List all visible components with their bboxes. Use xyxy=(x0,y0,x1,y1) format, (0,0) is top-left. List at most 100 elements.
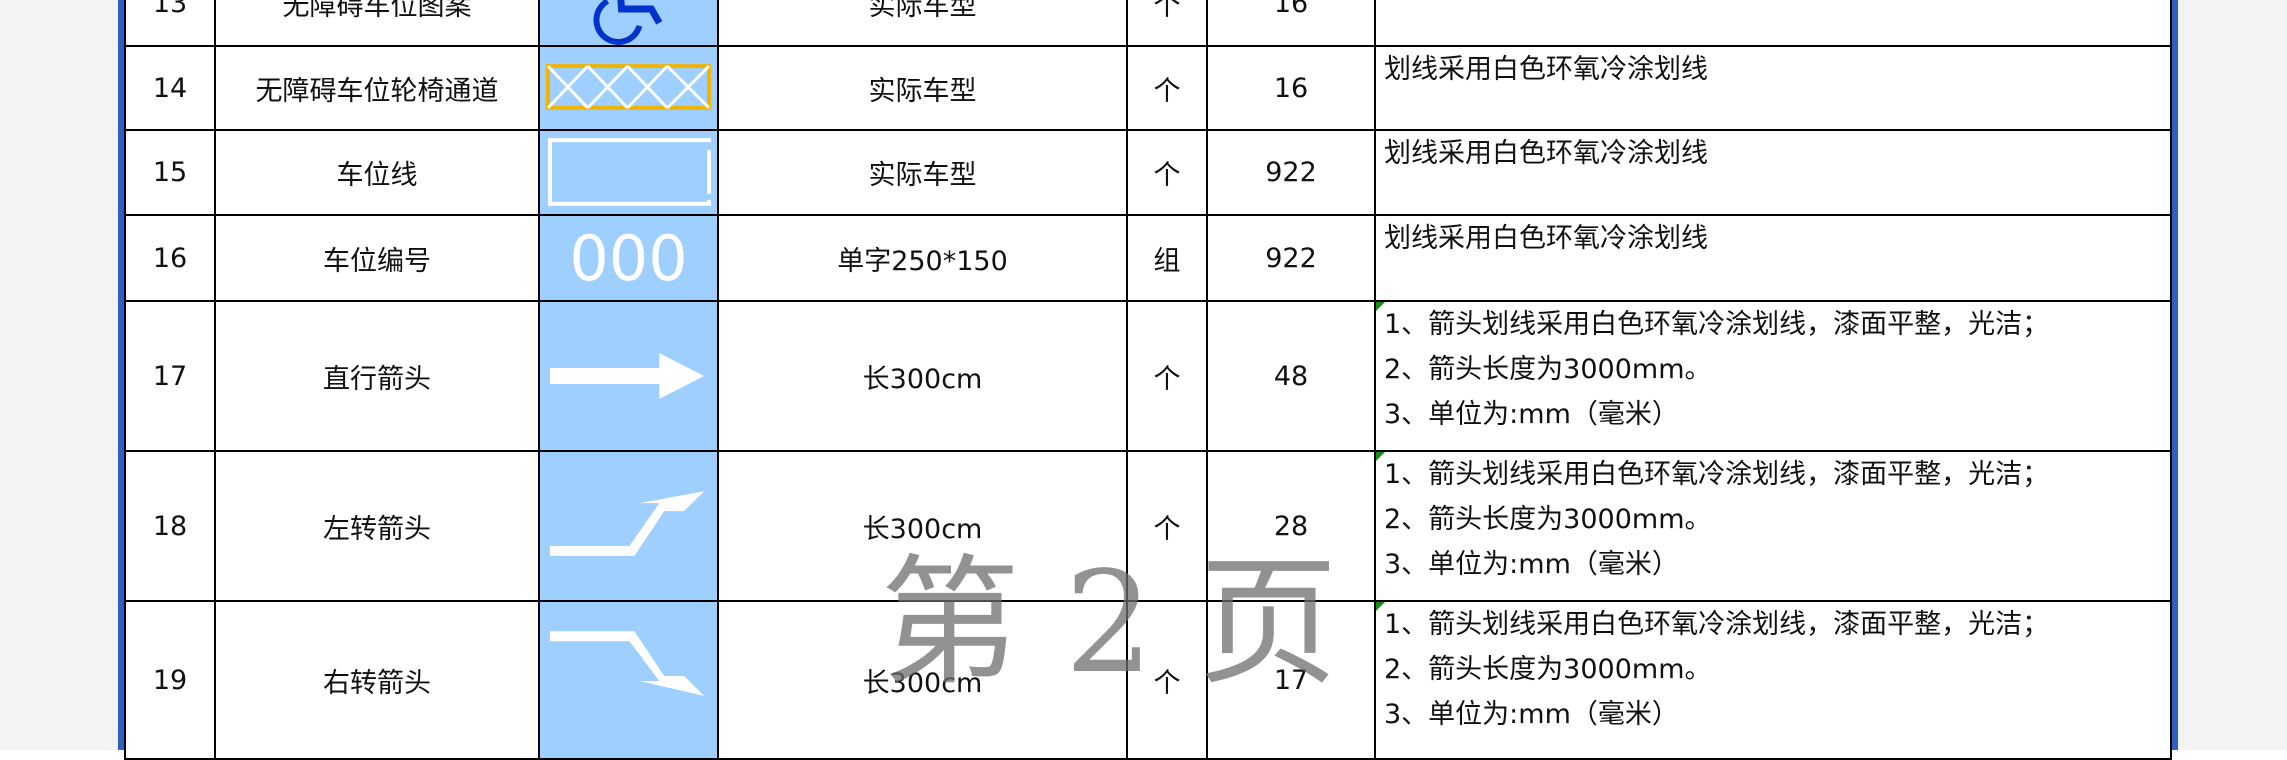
item-image-cell xyxy=(540,0,719,47)
remark-cell: 1、箭头划线采用白色环氧冷涂划线，漆面平整，光洁； 2、箭头长度为3000mm。 3… xyxy=(1376,452,2172,602)
unit: 组 xyxy=(1153,245,1181,277)
item-image-cell xyxy=(540,602,719,760)
unit: 个 xyxy=(1153,75,1181,107)
unit: 个 xyxy=(1153,0,1181,22)
quantity-cell: 17 xyxy=(1208,602,1376,760)
spec-cell: 实际车型 xyxy=(719,131,1128,216)
item-name: 车位线 xyxy=(336,160,418,191)
quantity-cell: 922 xyxy=(1208,216,1376,302)
quantity: 28 xyxy=(1273,510,1309,542)
sheet-margin xyxy=(2178,0,2287,750)
row-number: 13 xyxy=(152,0,188,19)
icon xyxy=(545,64,712,110)
row-number: 16 xyxy=(152,242,188,274)
page-border-right xyxy=(2172,0,2178,750)
spec: 长300cm xyxy=(862,667,983,699)
remark-line: 1、箭头划线采用白色环氧冷涂划线，漆面平整，光洁； xyxy=(1384,309,2050,340)
remark-cell: 划线采用白色环氧冷涂划线 xyxy=(1376,0,2172,47)
quantity: 922 xyxy=(1265,157,1317,188)
remark-line: 3、单位为:mm（毫米） xyxy=(1384,399,1679,430)
remark-cell: 划线采用白色环氧冷涂划线 xyxy=(1376,47,2172,131)
unit-cell: 个 xyxy=(1128,302,1208,452)
row-number-cell: 15 xyxy=(124,131,216,216)
row-number: 14 xyxy=(152,72,188,104)
item-image-cell: 000 xyxy=(540,216,719,302)
spec-cell: 长300cm xyxy=(719,602,1128,760)
unit-cell: 个 xyxy=(1128,0,1208,47)
unit: 个 xyxy=(1153,667,1181,699)
remark-line: 划线采用白色环氧冷涂划线 xyxy=(1384,54,1708,85)
quantity-cell: 16 xyxy=(1208,0,1376,47)
icon xyxy=(593,0,663,45)
page-border-left xyxy=(118,0,124,750)
quantity-cell: 48 xyxy=(1208,302,1376,452)
remark-line: 3、单位为:mm（毫米） xyxy=(1384,699,1679,730)
item-name-cell: 直行箭头 xyxy=(216,302,540,452)
icon xyxy=(549,491,705,556)
remark-line: 划线采用白色环氧冷涂划线 xyxy=(1384,138,1708,169)
remark-line: 2、箭头长度为3000mm。 xyxy=(1384,654,1712,685)
icon xyxy=(549,631,705,696)
unit-cell: 个 xyxy=(1128,131,1208,216)
sheet-margin xyxy=(0,0,118,750)
item-name-cell: 右转箭头 xyxy=(216,602,540,760)
quantity: 17 xyxy=(1273,664,1309,696)
unit-cell: 组 xyxy=(1128,216,1208,302)
quantity-cell: 28 xyxy=(1208,452,1376,602)
comment-marker xyxy=(1376,602,1385,611)
icon xyxy=(549,353,705,399)
spec-cell: 实际车型 xyxy=(719,47,1128,131)
remark-line: 3、单位为:mm（毫米） xyxy=(1384,549,1679,580)
item-name-cell: 车位编号 xyxy=(216,216,540,302)
unit: 个 xyxy=(1153,513,1181,545)
item-name: 直行箭头 xyxy=(323,363,431,395)
remark-line: 1、箭头划线采用白色环氧冷涂划线，漆面平整，光洁； xyxy=(1384,609,2050,640)
item-name-cell: 无障碍车位图案 xyxy=(216,0,540,47)
row-number: 17 xyxy=(152,360,188,392)
row-number-cell: 13 xyxy=(124,0,216,47)
quantity: 16 xyxy=(1273,72,1309,104)
quantity: 16 xyxy=(1273,0,1309,19)
remark-cell: 1、箭头划线采用白色环氧冷涂划线，漆面平整，光洁； 2、箭头长度为3000mm。 3… xyxy=(1376,602,2172,760)
spec: 单字250*150 xyxy=(837,245,1008,277)
unit-cell: 个 xyxy=(1128,452,1208,602)
spec: 长300cm xyxy=(862,363,983,395)
comment-marker xyxy=(1376,302,1385,311)
remark-line: 2、箭头长度为3000mm。 xyxy=(1384,504,1712,535)
quantity-cell: 16 xyxy=(1208,47,1376,131)
row-number-cell: 19 xyxy=(124,602,216,760)
item-name: 无障碍车位图案 xyxy=(282,0,472,22)
item-name: 无障碍车位轮椅通道 xyxy=(255,75,499,107)
remark-cell: 划线采用白色环氧冷涂划线 xyxy=(1376,216,2172,302)
item-image-cell xyxy=(540,302,719,452)
item-name: 右转箭头 xyxy=(323,667,431,699)
item-name: 左转箭头 xyxy=(323,513,431,545)
row-number-cell: 14 xyxy=(124,47,216,131)
remark-line: 划线采用白色环氧冷涂划线 xyxy=(1384,223,1708,254)
item-image-cell xyxy=(540,452,719,602)
spec-cell: 长300cm xyxy=(719,452,1128,602)
row-number: 15 xyxy=(152,157,188,188)
item-name-cell: 左转箭头 xyxy=(216,452,540,602)
quantity-cell: 922 xyxy=(1208,131,1376,216)
row-number: 19 xyxy=(152,664,188,696)
quantity: 48 xyxy=(1273,360,1309,392)
row-number-cell: 17 xyxy=(124,302,216,452)
spec-cell: 实际车型 xyxy=(719,0,1128,47)
unit: 个 xyxy=(1153,363,1181,395)
item-name-cell: 车位线 xyxy=(216,131,540,216)
spec-cell: 长300cm xyxy=(719,302,1128,452)
spec: 实际车型 xyxy=(868,75,977,107)
item-image-cell xyxy=(540,131,719,216)
row-number-cell: 16 xyxy=(124,216,216,302)
item-image-cell xyxy=(540,47,719,131)
remark-line: 1、箭头划线采用白色环氧冷涂划线，漆面平整，光洁； xyxy=(1384,459,2050,490)
unit: 个 xyxy=(1153,160,1181,191)
spec-cell: 单字250*150 xyxy=(719,216,1128,302)
item-name-cell: 无障碍车位轮椅通道 xyxy=(216,47,540,131)
remark-line: 2、箭头长度为3000mm。 xyxy=(1384,354,1712,385)
row-number-cell: 18 xyxy=(124,452,216,602)
spec: 长300cm xyxy=(862,513,983,545)
quantity: 922 xyxy=(1265,242,1317,274)
